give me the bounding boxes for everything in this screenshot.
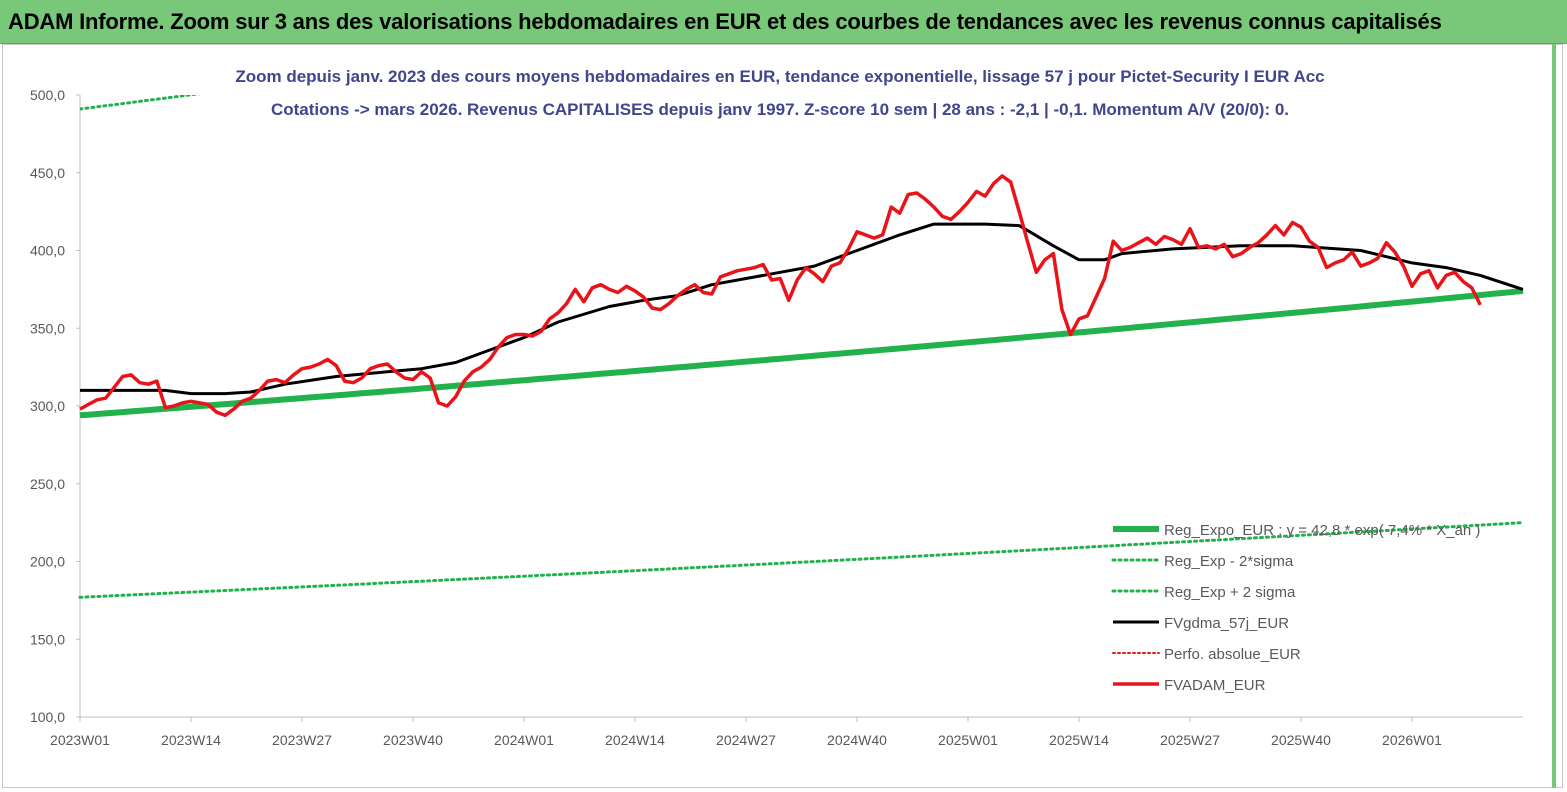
legend-label-minus2: Reg_Exp - 2*sigma bbox=[1164, 553, 1294, 570]
report-title: ADAM Informe. Zoom sur 3 ans des valoris… bbox=[8, 9, 1442, 34]
header-banner: ADAM Informe. Zoom sur 3 ans des valoris… bbox=[0, 0, 1567, 44]
legend-label-perfo: Perfo. absolue_EUR bbox=[1164, 646, 1301, 663]
x-tick-label: 2024W01 bbox=[494, 732, 554, 748]
x-tick-label: 2025W01 bbox=[938, 732, 998, 748]
series-reg-expo bbox=[79, 287, 1524, 419]
legend-item-fvgdma: FVgdma_57j_EUR bbox=[1113, 615, 1289, 632]
y-tick-label: 150,0 bbox=[30, 631, 65, 647]
x-tick-label: 2026W01 bbox=[1382, 732, 1442, 748]
axes-group: 500,0 450,0 400,0 350,0 300,0 250,0 200,0 150,0… bbox=[30, 87, 1523, 748]
legend-item-perfo: Perfo. absolue_EUR bbox=[1112, 646, 1301, 663]
legend-label-fvgdma: FVgdma_57j_EUR bbox=[1164, 615, 1289, 632]
chart-title-line1: Zoom depuis janv. 2023 des cours moyens … bbox=[235, 67, 1324, 86]
y-tick-label: 100,0 bbox=[30, 709, 65, 725]
x-tick-label: 2024W14 bbox=[605, 732, 665, 748]
legend-item-plus2: Reg_Exp + 2 sigma bbox=[1111, 584, 1296, 601]
legend-item-minus2: Reg_Exp - 2*sigma bbox=[1111, 553, 1294, 570]
x-tick-label: 2025W14 bbox=[1049, 732, 1109, 748]
series-fvadam bbox=[79, 174, 1482, 418]
x-tick-label: 2023W14 bbox=[161, 732, 221, 748]
legend: Reg_Expo_EUR : y = 42,8 * exp( 7,4% * X_… bbox=[1111, 522, 1480, 694]
chart-title-line2: Cotations -> mars 2026. Revenus CAPITALI… bbox=[271, 100, 1289, 119]
x-tick-label: 2024W40 bbox=[827, 732, 887, 748]
y-tick-label: 450,0 bbox=[30, 165, 65, 181]
series-fvgdma-57j bbox=[80, 222, 1524, 396]
plot-area bbox=[78, 95, 1525, 599]
series-reg-exp-plus-2-sigma bbox=[80, 95, 202, 111]
series-reg-exp-minus-2-sigma bbox=[78, 521, 1525, 599]
x-tick-label: 2023W27 bbox=[272, 732, 332, 748]
x-tick-label: 2025W27 bbox=[1160, 732, 1220, 748]
legend-label-reg_expo: Reg_Expo_EUR : y = 42,8 * exp( 7,4% * X_… bbox=[1164, 522, 1480, 539]
y-tick-label: 400,0 bbox=[30, 243, 65, 259]
y-tick-label: 350,0 bbox=[30, 320, 65, 336]
x-tick-label: 2024W27 bbox=[716, 732, 776, 748]
legend-label-plus2: Reg_Exp + 2 sigma bbox=[1164, 584, 1296, 601]
chart-frame bbox=[2, 44, 1563, 788]
legend-item-fvadam: FVADAM_EUR bbox=[1113, 677, 1266, 694]
y-tick-label: 500,0 bbox=[30, 87, 65, 103]
y-tick-label: 200,0 bbox=[30, 554, 65, 570]
x-tick-label: 2023W01 bbox=[50, 732, 110, 748]
y-tick-label: 300,0 bbox=[30, 398, 65, 414]
legend-item-reg_expo: Reg_Expo_EUR : y = 42,8 * exp( 7,4% * X_… bbox=[1113, 522, 1480, 539]
x-tick-label: 2025W40 bbox=[1271, 732, 1331, 748]
legend-label-fvadam: FVADAM_EUR bbox=[1164, 677, 1266, 694]
y-tick-label: 250,0 bbox=[30, 476, 65, 492]
right-edge-strip bbox=[1552, 44, 1556, 788]
x-tick-label: 2023W40 bbox=[383, 732, 443, 748]
